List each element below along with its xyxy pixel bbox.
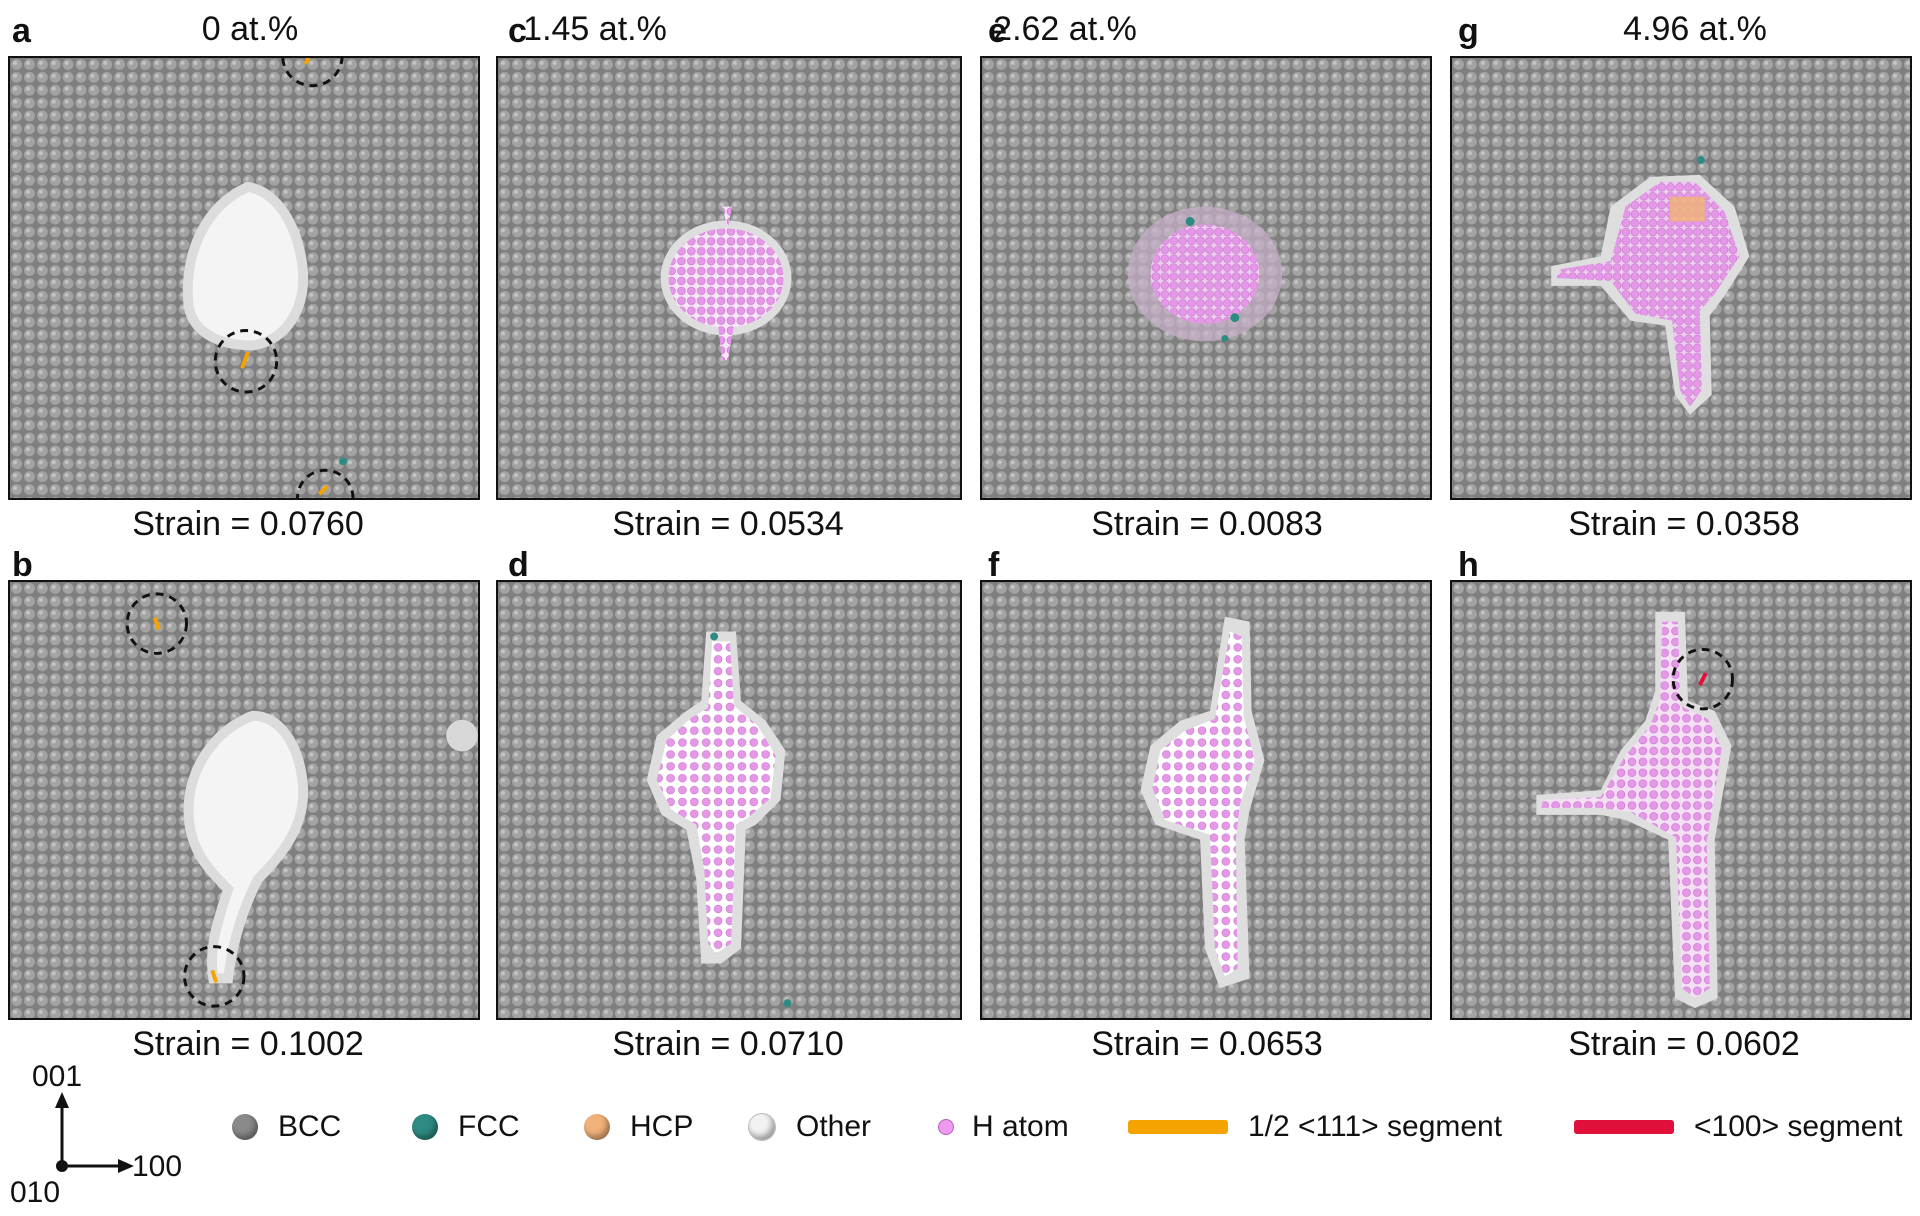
dislocation-circle-1	[1671, 647, 1735, 711]
void	[183, 710, 309, 984]
h-cluster	[1152, 631, 1255, 977]
hcp-icon	[584, 1114, 610, 1140]
panel-f-image	[982, 582, 1430, 1018]
bcc-icon	[232, 1114, 258, 1140]
strain-b: Strain = 0.1002	[132, 1025, 364, 1063]
panel-d-image	[498, 582, 960, 1018]
legend-label: <100> segment	[1694, 1110, 1903, 1143]
legend-label: FCC	[458, 1110, 520, 1143]
h-atom-icon	[938, 1119, 954, 1135]
panel-label-c: c	[508, 12, 527, 50]
h-cluster	[668, 228, 784, 328]
panel-label-e: e	[988, 12, 1007, 50]
legend-seg100: <100> segment	[1574, 1112, 1903, 1142]
panel-f	[980, 580, 1432, 1020]
panel-d	[496, 580, 962, 1020]
column-title-2: 2.62 at.%	[993, 10, 1137, 48]
legend-other: Other	[748, 1112, 871, 1142]
panel-label-g: g	[1458, 12, 1479, 50]
strain-c: Strain = 0.0534	[612, 505, 844, 543]
legend-label: HCP	[630, 1110, 694, 1143]
column-title-3: 4.96 at.%	[1623, 10, 1767, 48]
legend-seg111: 1/2 <111> segment	[1128, 1112, 1502, 1142]
segment-100-icon	[1574, 1120, 1674, 1134]
segment-111-icon	[1128, 1120, 1228, 1134]
segment-111	[210, 969, 219, 983]
fcc-atom	[1185, 217, 1195, 226]
dislocation-circle-2	[281, 58, 344, 88]
h-cluster	[1150, 224, 1260, 324]
legend-label: Other	[796, 1110, 872, 1143]
panel-c	[496, 56, 962, 500]
segment-111	[317, 484, 329, 496]
legend-hcp: HCP	[584, 1112, 693, 1142]
dislocation-circle-1	[125, 592, 189, 655]
dislocation-circle-1	[213, 329, 279, 394]
panel-a	[8, 56, 480, 500]
panel-e-image	[982, 58, 1430, 498]
segment-111	[240, 351, 250, 369]
panel-label-d: d	[508, 546, 529, 584]
h-cluster	[1556, 181, 1740, 407]
strain-a: Strain = 0.0760	[132, 505, 364, 543]
fcc-icon	[412, 1114, 438, 1140]
void	[182, 181, 309, 351]
panel-c-image	[498, 58, 960, 498]
segment-111	[303, 58, 311, 65]
panel-e	[980, 56, 1432, 500]
column-title-1: 1.45 at.%	[523, 10, 667, 48]
panel-label-b: b	[12, 546, 33, 584]
other-cluster	[446, 719, 478, 752]
panel-label-h: h	[1458, 546, 1479, 584]
legend-bcc: BCC	[232, 1112, 341, 1142]
axis-right-label: 100	[132, 1150, 183, 1183]
strain-h: Strain = 0.0602	[1568, 1025, 1800, 1063]
h-cluster	[1541, 621, 1722, 999]
dislocation-circle-2	[183, 945, 246, 1008]
fcc-atom	[783, 999, 792, 1008]
dislocation-circle-3	[296, 468, 355, 498]
panel-g-image	[1452, 58, 1910, 498]
strain-f: Strain = 0.0653	[1091, 1025, 1323, 1063]
panel-b	[8, 580, 480, 1020]
strain-g: Strain = 0.0358	[1568, 505, 1800, 543]
segment-111	[152, 617, 161, 631]
h-tail	[718, 206, 734, 361]
panel-b-image	[10, 582, 478, 1018]
fcc-atom	[710, 632, 719, 641]
hcp-atoms	[1670, 196, 1705, 222]
legend-label: H atom	[972, 1110, 1069, 1143]
segment-100	[1698, 672, 1708, 686]
panel-a-image	[10, 58, 478, 498]
panel-label-a: a	[12, 12, 31, 50]
fcc-atom	[1230, 313, 1240, 323]
fcc-atom	[1696, 156, 1705, 165]
fcc-atom	[1221, 334, 1229, 342]
axis-up-label: 001	[32, 1060, 83, 1093]
strain-e: Strain = 0.0083	[1091, 505, 1323, 543]
axis-out-label: 010	[10, 1176, 61, 1209]
panel-h	[1450, 580, 1912, 1020]
legend-label: BCC	[278, 1110, 342, 1143]
axis-indicator	[55, 1092, 134, 1173]
legend-h-atom: H atom	[938, 1112, 1069, 1142]
legend-label: 1/2 <111> segment	[1248, 1110, 1503, 1143]
panel-g	[1450, 56, 1912, 500]
panel-label-f: f	[988, 546, 1000, 584]
other-icon	[748, 1113, 776, 1141]
fcc-atom	[339, 457, 348, 466]
strain-d: Strain = 0.0710	[612, 1025, 844, 1063]
legend-fcc: FCC	[412, 1112, 520, 1142]
h-cluster	[656, 641, 776, 954]
column-title-0: 0 at.%	[201, 10, 299, 48]
panel-h-image	[1452, 582, 1910, 1018]
